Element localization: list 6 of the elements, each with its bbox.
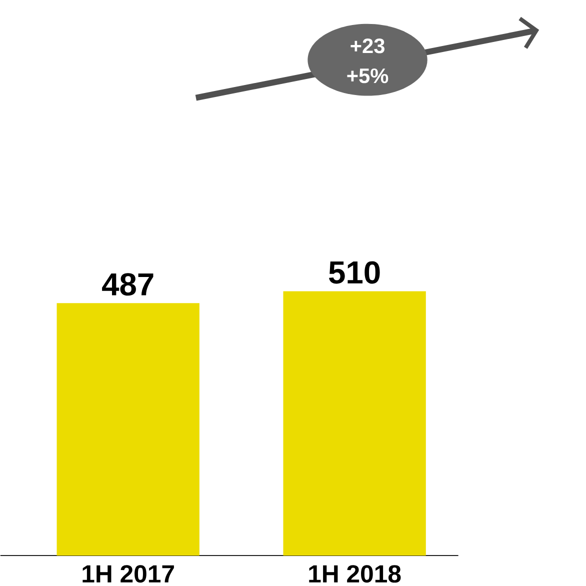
data-label: 487	[102, 273, 154, 296]
text: +23	[350, 38, 384, 54]
text: +5%	[347, 68, 388, 84]
x-tick-label: 1H 2018	[309, 565, 401, 583]
data-label: 510	[329, 261, 380, 284]
x-tick-label: 1H 2017	[82, 565, 174, 583]
